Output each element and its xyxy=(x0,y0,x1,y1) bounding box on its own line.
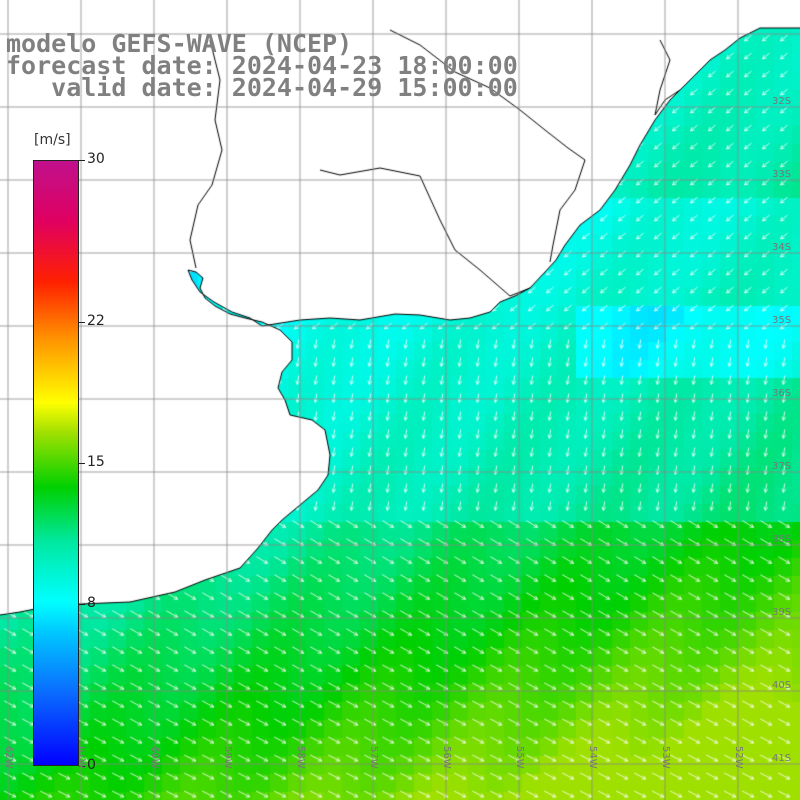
lat-label: 39S xyxy=(772,607,792,618)
colorbar-tick-label: 8 xyxy=(87,595,96,612)
colorbar-tick-mark xyxy=(79,766,85,767)
colorbar-tick-mark xyxy=(79,160,85,161)
model-title: modelo GEFS-WAVE (NCEP) xyxy=(6,29,353,58)
colorbar-units: [m/s] xyxy=(34,132,71,148)
colorbar-tick-mark xyxy=(79,463,85,464)
lon-label: 59W xyxy=(222,746,233,769)
lon-label: 60W xyxy=(149,746,160,769)
lon-label: 57W xyxy=(368,746,379,769)
colorbar xyxy=(33,160,79,766)
colorbar-tick-mark xyxy=(79,321,85,323)
lat-label: 33S xyxy=(772,169,792,180)
lat-label: 36S xyxy=(772,388,792,399)
colorbar-tick-label: 15 xyxy=(87,454,105,470)
lat-label: 34S xyxy=(772,242,792,253)
lon-label: 62W xyxy=(3,746,14,769)
lon-label: 56W xyxy=(441,746,452,769)
lon-label: 61W xyxy=(76,746,87,769)
lat-label: 41S xyxy=(772,753,792,764)
colorbar-tick-label: 30 xyxy=(87,151,105,167)
lat-label: 40S xyxy=(772,680,792,691)
lat-label: 32S xyxy=(772,96,792,107)
valid-date: valid date: 2024-04-29 15:00:00 xyxy=(6,73,518,102)
colorbar-tick-label: 0 xyxy=(87,757,96,773)
lon-label: 58W xyxy=(295,746,306,769)
colorbar-tick-label: 22 xyxy=(87,312,105,329)
lon-label: 54W xyxy=(587,746,598,769)
lat-label: 38S xyxy=(772,534,792,545)
lon-label: 55W xyxy=(514,746,525,769)
forecast-date: forecast date: 2024-04-23 18:00:00 xyxy=(6,51,518,80)
lat-label: 37S xyxy=(772,461,792,472)
lon-label: 53W xyxy=(660,746,671,769)
lat-label: 35S xyxy=(772,315,792,326)
colorbar-tick-mark xyxy=(79,604,85,606)
lon-label: 52W xyxy=(733,746,744,769)
